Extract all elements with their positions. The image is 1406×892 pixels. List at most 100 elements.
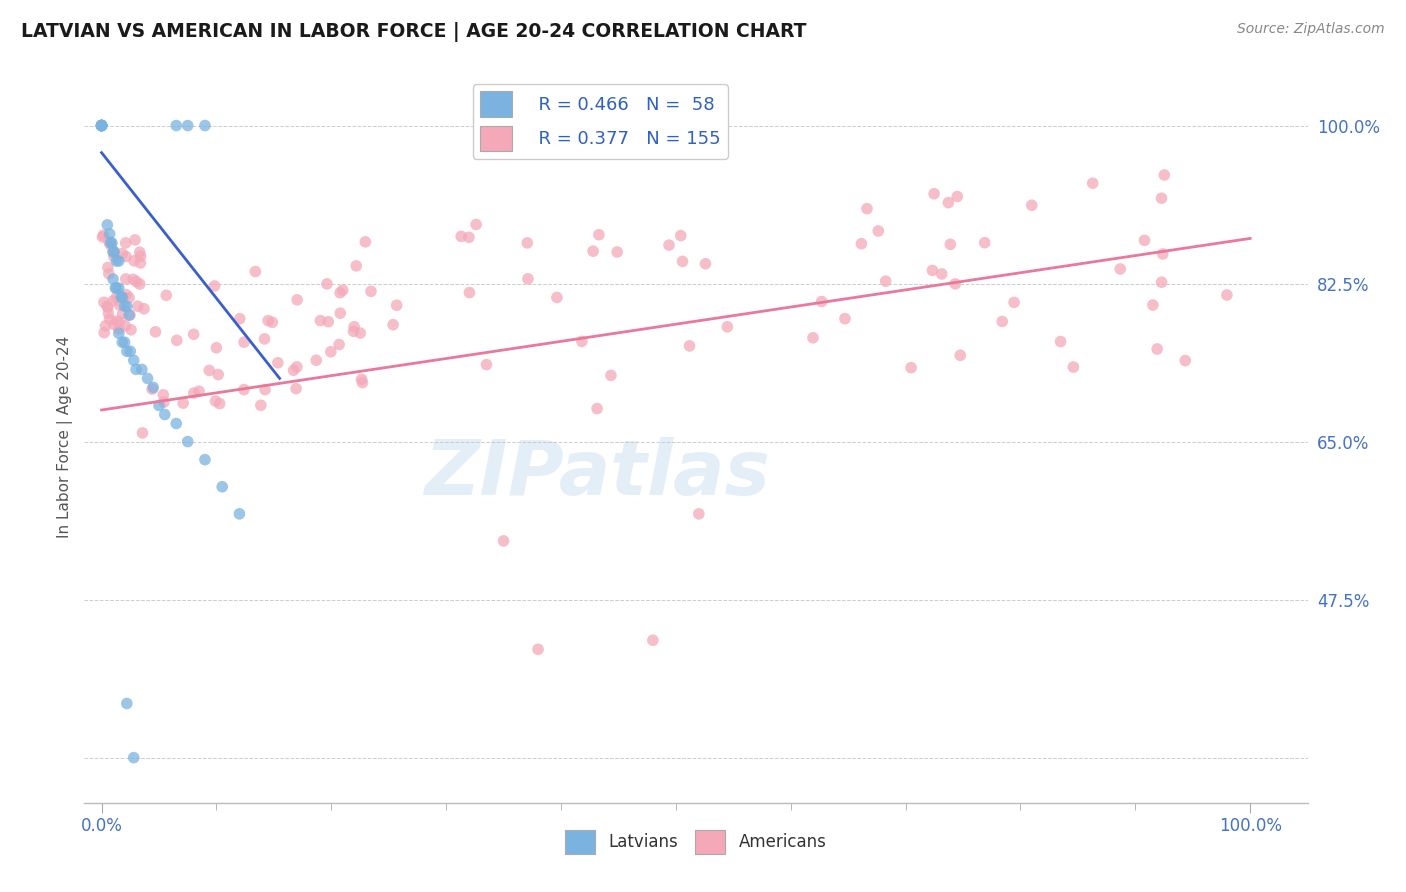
Point: [136, 371, 159, 385]
Point: [382, 318, 405, 332]
Point: [465, 218, 488, 232]
Point: [183, 386, 205, 401]
Point: [458, 285, 481, 300]
Point: [98, 227, 121, 241]
Point: [129, 249, 152, 263]
Point: [207, 368, 229, 382]
Point: [354, 235, 377, 249]
Point: [949, 348, 972, 362]
Point: [166, 334, 188, 348]
Point: [253, 332, 276, 346]
Point: [104, 281, 127, 295]
Point: [122, 750, 145, 764]
Point: [973, 235, 995, 250]
Point: [875, 274, 897, 288]
Point: [165, 417, 187, 431]
Point: [110, 290, 132, 304]
Point: [492, 533, 515, 548]
Point: [600, 368, 623, 383]
Point: [385, 298, 408, 312]
Point: [155, 288, 177, 302]
Point: [671, 254, 693, 268]
Point: [90, 119, 112, 133]
Point: [283, 363, 305, 377]
Point: [114, 272, 136, 286]
Point: [658, 238, 681, 252]
Point: [810, 294, 832, 309]
Point: [267, 356, 290, 370]
Point: [922, 186, 945, 201]
Point: [103, 293, 125, 308]
Point: [208, 396, 231, 410]
Point: [97, 301, 120, 315]
Point: [90, 119, 112, 133]
Point: [1062, 360, 1084, 375]
Point: [309, 313, 332, 327]
Point: [131, 425, 153, 440]
Point: [936, 195, 959, 210]
Point: [939, 237, 962, 252]
Point: [108, 281, 131, 295]
Point: [1133, 234, 1156, 248]
Point: [588, 227, 610, 242]
Point: [90, 119, 112, 133]
Point: [183, 327, 205, 342]
Point: [153, 408, 176, 422]
Point: [145, 325, 167, 339]
Point: [586, 401, 609, 416]
Point: [108, 315, 131, 329]
Point: [1152, 247, 1174, 261]
Point: [194, 452, 217, 467]
Point: [245, 264, 267, 278]
Point: [131, 362, 153, 376]
Point: [128, 245, 150, 260]
Point: [115, 697, 138, 711]
Point: [1150, 191, 1173, 205]
Point: [101, 272, 124, 286]
Point: [856, 202, 879, 216]
Point: [105, 291, 128, 305]
Point: [1049, 334, 1071, 349]
Point: [114, 335, 136, 350]
Point: [142, 380, 165, 394]
Point: [103, 318, 125, 332]
Point: [129, 256, 152, 270]
Point: [177, 434, 200, 449]
Point: [344, 259, 367, 273]
Point: [546, 290, 568, 304]
Point: [1081, 176, 1104, 190]
Point: [122, 353, 145, 368]
Point: [194, 119, 217, 133]
Point: [329, 285, 352, 300]
Point: [517, 272, 540, 286]
Point: [211, 480, 233, 494]
Point: [111, 290, 134, 304]
Point: [946, 189, 969, 203]
Point: [98, 312, 121, 326]
Point: [101, 235, 124, 250]
Point: [127, 299, 149, 313]
Point: [233, 335, 256, 350]
Point: [122, 253, 145, 268]
Point: [111, 307, 134, 321]
Point: [204, 279, 226, 293]
Point: [177, 119, 200, 133]
Point: [316, 315, 339, 329]
Point: [94, 318, 117, 333]
Point: [98, 237, 121, 252]
Point: [641, 633, 664, 648]
Point: [103, 244, 125, 258]
Point: [114, 235, 136, 250]
Point: [198, 363, 221, 377]
Point: [115, 250, 138, 264]
Point: [1021, 198, 1043, 212]
Point: [93, 295, 115, 310]
Point: [716, 319, 738, 334]
Y-axis label: In Labor Force | Age 20-24: In Labor Force | Age 20-24: [58, 336, 73, 538]
Point: [115, 344, 138, 359]
Point: [801, 331, 824, 345]
Point: [96, 299, 118, 313]
Point: [118, 291, 141, 305]
Point: [97, 306, 120, 320]
Legend: Latvians, Americans: Latvians, Americans: [558, 823, 834, 860]
